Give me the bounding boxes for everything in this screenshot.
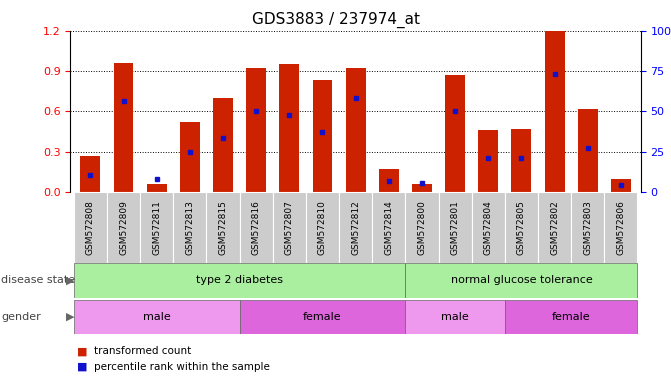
Text: GSM572807: GSM572807 — [285, 200, 294, 255]
Text: GSM572814: GSM572814 — [384, 200, 393, 255]
Text: normal glucose tolerance: normal glucose tolerance — [450, 275, 592, 285]
Text: GSM572801: GSM572801 — [451, 200, 460, 255]
Text: GSM572811: GSM572811 — [152, 200, 161, 255]
Bar — [545, 31, 564, 192]
Bar — [605, 192, 637, 263]
Bar — [405, 263, 637, 298]
Bar — [306, 192, 339, 263]
Bar — [313, 81, 332, 192]
Bar — [213, 98, 233, 192]
Text: GDS3883 / 237974_at: GDS3883 / 237974_at — [252, 12, 419, 28]
Bar — [412, 184, 432, 192]
Bar — [405, 192, 439, 263]
Bar — [207, 192, 240, 263]
Text: GSM572806: GSM572806 — [617, 200, 625, 255]
Bar — [279, 65, 299, 192]
Text: GSM572816: GSM572816 — [252, 200, 260, 255]
Bar — [538, 192, 571, 263]
Text: GSM572815: GSM572815 — [219, 200, 227, 255]
Text: GSM572800: GSM572800 — [417, 200, 427, 255]
Text: ■: ■ — [77, 362, 88, 372]
Bar — [346, 68, 366, 192]
Text: female: female — [303, 312, 342, 322]
Bar — [180, 122, 200, 192]
Bar — [74, 192, 107, 263]
Bar — [439, 192, 472, 263]
Bar — [107, 192, 140, 263]
Bar — [611, 179, 631, 192]
Text: GSM572803: GSM572803 — [583, 200, 592, 255]
Text: GSM572805: GSM572805 — [517, 200, 526, 255]
Text: gender: gender — [1, 312, 41, 322]
Bar — [240, 192, 272, 263]
Text: male: male — [143, 312, 170, 322]
Bar — [240, 300, 405, 334]
Bar — [405, 300, 505, 334]
Bar — [505, 300, 637, 334]
Bar — [74, 263, 405, 298]
Bar — [445, 75, 465, 192]
Text: GSM572809: GSM572809 — [119, 200, 128, 255]
Bar — [372, 192, 405, 263]
Text: type 2 diabetes: type 2 diabetes — [196, 275, 283, 285]
Bar — [511, 129, 531, 192]
Text: GSM572810: GSM572810 — [318, 200, 327, 255]
Text: male: male — [442, 312, 469, 322]
Text: disease state: disease state — [1, 275, 75, 285]
Text: GSM572812: GSM572812 — [351, 200, 360, 255]
Text: ▶: ▶ — [66, 312, 74, 322]
Bar — [113, 63, 134, 192]
Bar — [339, 192, 372, 263]
Text: GSM572808: GSM572808 — [86, 200, 95, 255]
Bar — [173, 192, 207, 263]
Text: transformed count: transformed count — [94, 346, 191, 356]
Text: female: female — [552, 312, 590, 322]
Bar — [81, 156, 100, 192]
Text: ■: ■ — [77, 346, 88, 356]
Bar — [505, 192, 538, 263]
Bar — [246, 68, 266, 192]
Bar — [147, 184, 166, 192]
Text: ▶: ▶ — [66, 275, 74, 285]
Text: GSM572804: GSM572804 — [484, 200, 493, 255]
Bar — [478, 130, 498, 192]
Bar — [571, 192, 605, 263]
Bar — [472, 192, 505, 263]
Bar — [140, 192, 173, 263]
Bar — [578, 109, 598, 192]
Text: percentile rank within the sample: percentile rank within the sample — [94, 362, 270, 372]
Text: GSM572802: GSM572802 — [550, 200, 559, 255]
Bar — [272, 192, 306, 263]
Bar — [379, 169, 399, 192]
Bar — [74, 300, 240, 334]
Text: GSM572813: GSM572813 — [185, 200, 195, 255]
